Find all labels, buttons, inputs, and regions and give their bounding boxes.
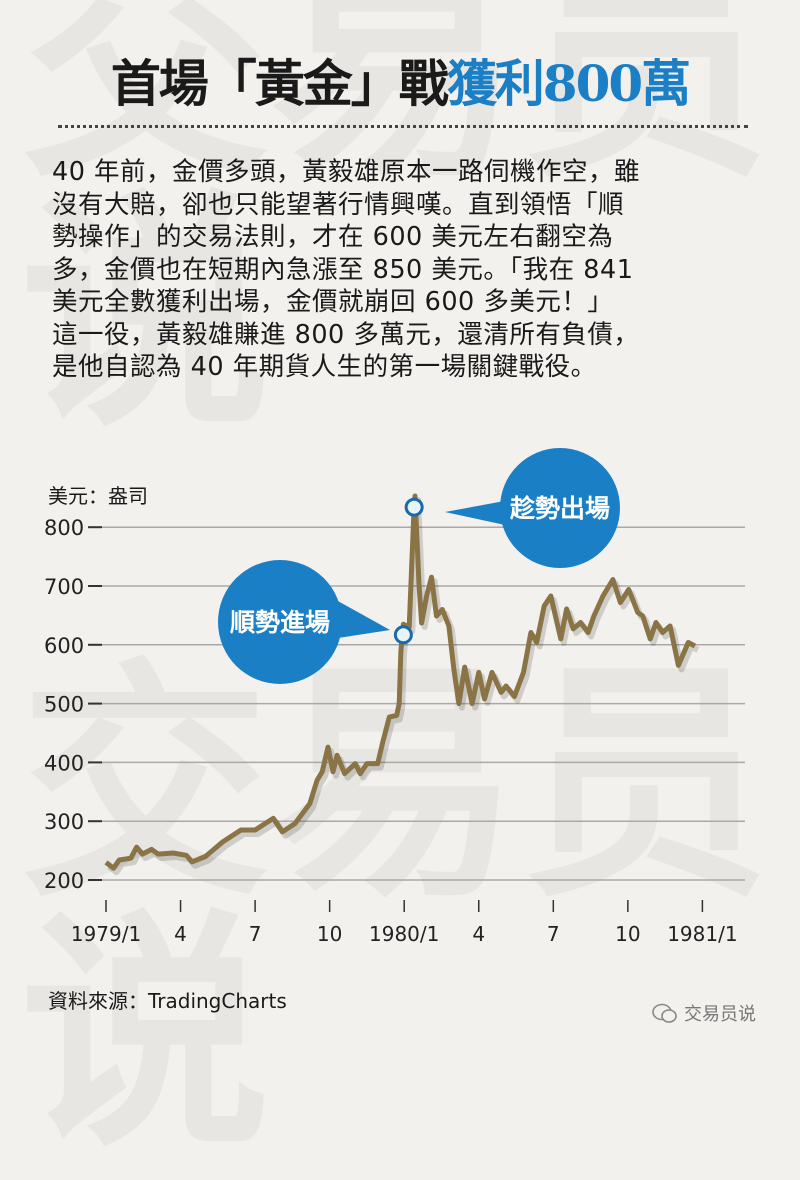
x-tick-label: 10 <box>615 922 640 946</box>
annotation-marker <box>406 499 422 515</box>
y-tick-label: 200 <box>44 869 84 893</box>
x-tick-label: 10 <box>317 922 342 946</box>
gold-price-chart: 美元：盎司 800 700 600 500 400 300 200 1979/1 4 7 10 19… <box>0 0 800 1046</box>
x-tick-label: 7 <box>249 922 262 946</box>
brand-label: 交易员说 <box>684 1000 756 1026</box>
y-axis-label: 美元：盎司 <box>48 484 148 508</box>
x-tick-label: 1980/1 <box>369 922 439 946</box>
source-note: 資料來源：TradingCharts <box>48 985 287 1014</box>
callout-label: 順勢進場 <box>230 608 330 637</box>
x-tick-label: 4 <box>174 922 187 946</box>
series-line-shadow <box>109 500 698 872</box>
annotation-marker <box>395 627 411 643</box>
y-tick-label: 800 <box>44 516 84 540</box>
x-tick-label: 1981/1 <box>667 922 737 946</box>
y-tick-label: 700 <box>44 575 84 599</box>
y-tick-label: 300 <box>44 810 84 834</box>
wechat-icon <box>652 1002 678 1024</box>
y-tick-label: 400 <box>44 751 84 775</box>
brand-watermark: 交易员说 <box>652 1000 756 1026</box>
series-line <box>106 496 695 868</box>
x-tick-label: 4 <box>472 922 485 946</box>
x-tick-label: 1979/1 <box>71 922 141 946</box>
y-tick-label: 600 <box>44 634 84 658</box>
callout-label: 趁勢出場 <box>509 494 610 523</box>
x-tick-label: 7 <box>547 922 560 946</box>
y-tick-label: 500 <box>44 693 84 717</box>
